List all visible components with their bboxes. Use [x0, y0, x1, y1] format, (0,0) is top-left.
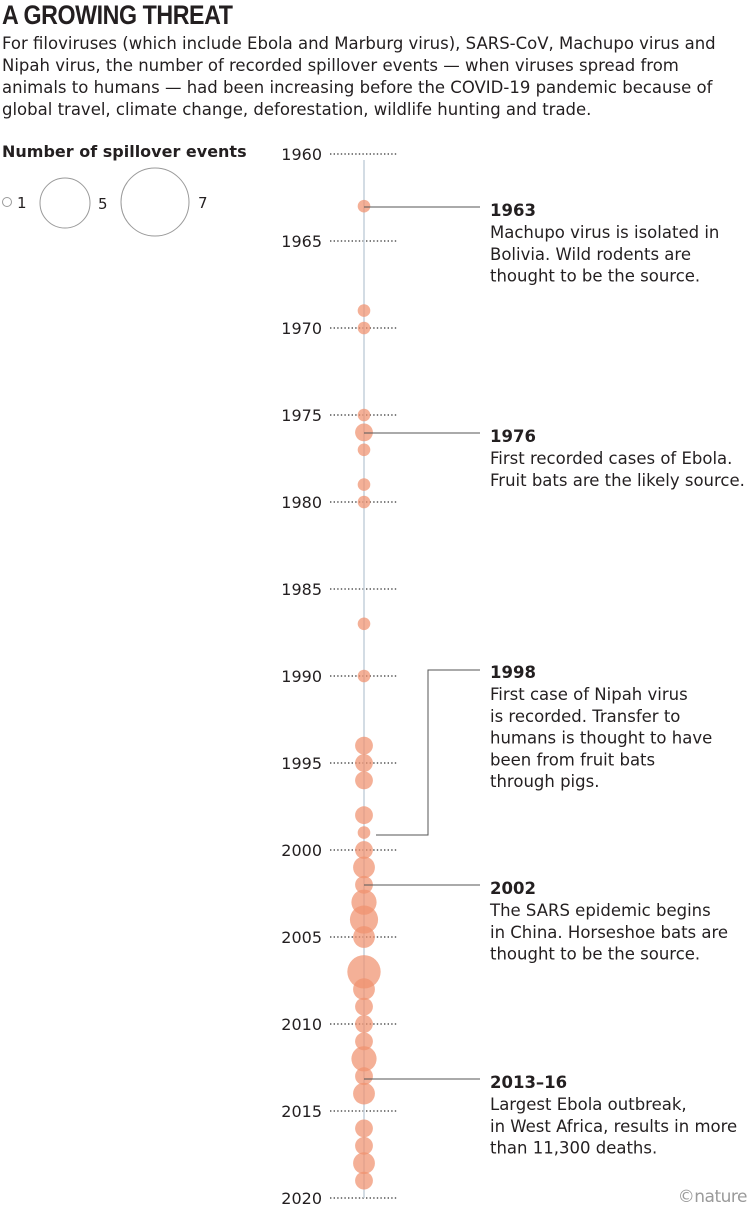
annotation-text-3-2: thought to be the source. [490, 945, 700, 964]
legend-label-7: 7 [198, 194, 208, 212]
bubble-2012 [351, 1046, 377, 1072]
bubble-2017 [355, 1136, 373, 1155]
bubble-2018 [353, 1152, 375, 1175]
bubble-2010 [355, 1015, 373, 1033]
year-gridlines: 1960 1965 1970 1975 1980 1985 1990 1995 2000 2005… [281, 145, 398, 1208]
annotation-text-2-2: humans is thought to have [490, 729, 712, 748]
bubble-2009 [355, 997, 373, 1016]
annotation-text-4-0: Largest Ebola outbreak, [490, 1095, 687, 1114]
annotation-text-0-1: Bolivia. Wild rodents are [490, 245, 691, 264]
tick-label-1990: 1990 [281, 667, 322, 686]
nature-credit: ©nature [677, 1187, 748, 1207]
annotation-text-2-0: First case of Nipah virus [490, 685, 688, 704]
annotation-year-0: 1963 [490, 201, 536, 220]
legend-circle-7 [120, 167, 190, 237]
annotation-year-3: 2002 [490, 879, 536, 898]
tick-label-2010: 2010 [281, 1015, 322, 1034]
bubble-size-legend: 1 5 7 [2, 167, 208, 237]
tick-label-1980: 1980 [281, 493, 322, 512]
bubble-1998 [355, 806, 373, 825]
annotation-text-2-1: is recorded. Transfer to [490, 707, 680, 726]
bubble-1963 [357, 199, 371, 213]
tick-label-2000: 2000 [281, 841, 322, 860]
bubble-2001 [353, 856, 375, 879]
bubble-2008 [353, 978, 375, 1001]
bubble-1976 [355, 423, 373, 442]
bubble-2014 [353, 1082, 375, 1105]
tick-label-2015: 2015 [281, 1102, 322, 1121]
tick-label-1985: 1985 [281, 580, 322, 599]
bubble-1980 [357, 495, 371, 509]
legend-title: Number of spillover events [2, 142, 247, 161]
legend-label-5: 5 [98, 195, 108, 213]
tick-label-2005: 2005 [281, 928, 322, 947]
bubble-1969 [357, 304, 371, 317]
annotation-text-4-1: in West Africa, results in more [490, 1117, 737, 1136]
bubble-1999 [357, 826, 371, 839]
annotation-text-2-4: through pigs. [490, 772, 599, 791]
bubble-2011 [355, 1032, 373, 1051]
tick-label-1960: 1960 [281, 145, 322, 164]
legend-circle-5 [39, 177, 91, 229]
annotations: 1963 Machupo virus is isolated in Bolivia.… [364, 201, 745, 1158]
legend-label-1: 1 [17, 194, 27, 212]
annotation-text-4-2: than 11,300 deaths. [490, 1139, 657, 1158]
bubble-2000 [355, 841, 373, 859]
bubble-1995 [355, 754, 373, 772]
chart-title: A GROWING THREAT [2, 0, 233, 30]
bubble-2007 [347, 955, 381, 989]
annotation-text-3-0: The SARS epidemic begins [489, 901, 711, 920]
bubble-2019 [355, 1171, 373, 1190]
annotation-text-1-0: First recorded cases of Ebola. [490, 449, 732, 468]
bubble-1990 [357, 669, 371, 683]
annotation-text-1-1: Fruit bats are the likely source. [490, 471, 745, 490]
tick-label-1970: 1970 [281, 319, 322, 338]
bubble-1970 [357, 321, 371, 335]
annotation-year-4: 2013–16 [490, 1073, 567, 1092]
annotation-year-1: 1976 [490, 427, 536, 446]
chart-subtitle: For filoviruses (which include Ebola and… [2, 34, 716, 119]
bubble-1996 [355, 771, 373, 790]
bubble-1979 [357, 478, 371, 491]
bubble-1987 [357, 617, 371, 631]
bubble-1994 [355, 736, 373, 755]
tick-label-2020: 2020 [281, 1189, 322, 1208]
annotation-text-2-3: been from fruit bats [490, 750, 655, 769]
spillover-bubbles [347, 199, 381, 1190]
bubble-2004 [349, 905, 379, 934]
annotation-text-0-0: Machupo virus is isolated in [490, 223, 719, 242]
annotation-leader-2 [376, 669, 480, 836]
annotation-text-3-1: in China. Horseshoe bats are [490, 923, 728, 942]
bubble-1977 [357, 443, 371, 457]
tick-label-1975: 1975 [281, 406, 322, 425]
tick-label-1965: 1965 [281, 232, 322, 251]
annotation-year-2: 1998 [490, 663, 536, 682]
bubble-2005 [353, 926, 375, 948]
tick-label-1995: 1995 [281, 754, 322, 773]
bubble-1975 [357, 408, 371, 422]
bubble-2016 [355, 1119, 373, 1138]
annotation-text-0-2: thought to be the source. [490, 267, 700, 286]
legend-circle-1 [2, 197, 12, 207]
bubble-2013 [355, 1067, 373, 1086]
